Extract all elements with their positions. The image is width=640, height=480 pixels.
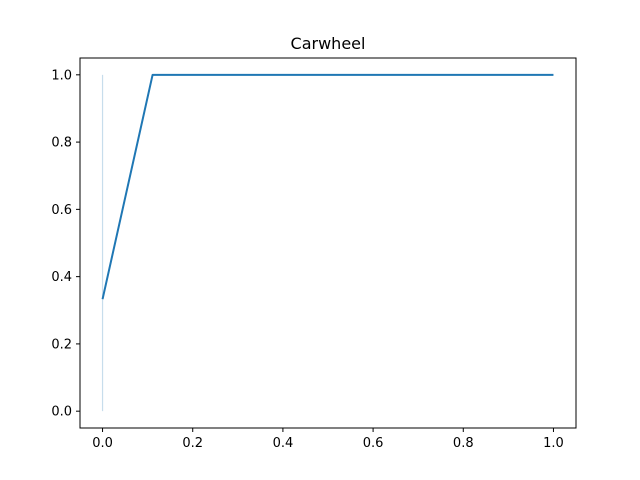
axes-frame <box>79 57 577 429</box>
series-line-0 <box>101 73 554 300</box>
chart-title: Carwheel <box>291 34 366 53</box>
y-tick-label: 0.0 <box>51 405 72 420</box>
x-tick-label: 1.0 <box>543 436 564 451</box>
x-tick-label: 0.0 <box>92 436 113 451</box>
y-tick-label: 0.6 <box>51 203 72 218</box>
x-tick-label: 0.4 <box>273 436 294 451</box>
x-tick-label: 0.8 <box>453 436 474 451</box>
y-tick-label: 1.0 <box>51 68 72 83</box>
y-tick-label: 0.8 <box>51 136 72 151</box>
y-tick-label: 0.4 <box>51 270 72 285</box>
plot-area <box>101 73 554 412</box>
x-tick-label: 0.2 <box>182 436 203 451</box>
y-axis: 0.0 0.2 0.4 0.6 0.8 1.0 <box>51 68 80 420</box>
x-axis: 0.0 0.2 0.4 0.6 0.8 1.0 <box>92 428 564 451</box>
y-tick-label: 0.2 <box>51 337 72 352</box>
x-tick-label: 0.6 <box>363 436 384 451</box>
